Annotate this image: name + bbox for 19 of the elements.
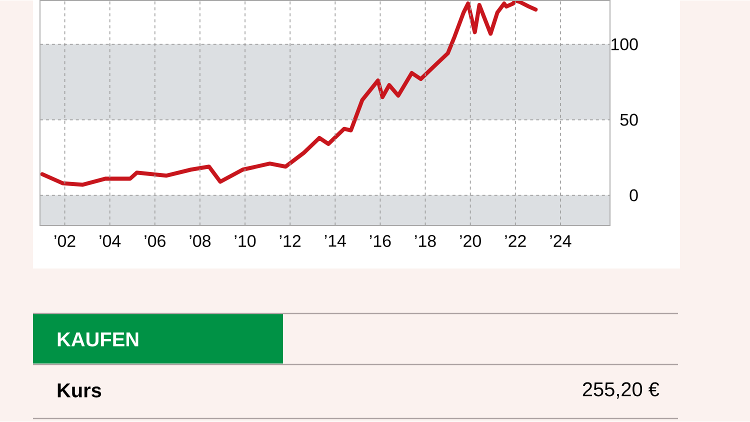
x-tick-label: ’06 [144, 235, 166, 248]
x-tick-label: ’14 [324, 235, 346, 247]
text: Kurs [58, 384, 102, 398]
x-tick-label: ’04 [100, 235, 121, 248]
line-series [40, 0, 538, 187]
y-tick-label: 100 [612, 38, 638, 51]
x-tick-label: ’16 [370, 235, 391, 248]
x-tick-label: ’10 [234, 235, 256, 248]
x-tick-label: ’20 [460, 235, 481, 248]
text: KAUFEN [58, 332, 138, 347]
x-tick-label: ’02 [54, 235, 76, 248]
x-tick-label: ’22 [505, 235, 526, 248]
x-tick-label: ’12 [280, 235, 301, 248]
x-tick-label: ’08 [190, 235, 211, 248]
x-tick-label: ’24 [550, 235, 572, 248]
text: 255,20 € [582, 382, 660, 399]
y-tick-label: 50 [620, 114, 638, 126]
y-tick-label: 0 [630, 190, 638, 202]
x-tick-label: ’18 [415, 235, 436, 248]
